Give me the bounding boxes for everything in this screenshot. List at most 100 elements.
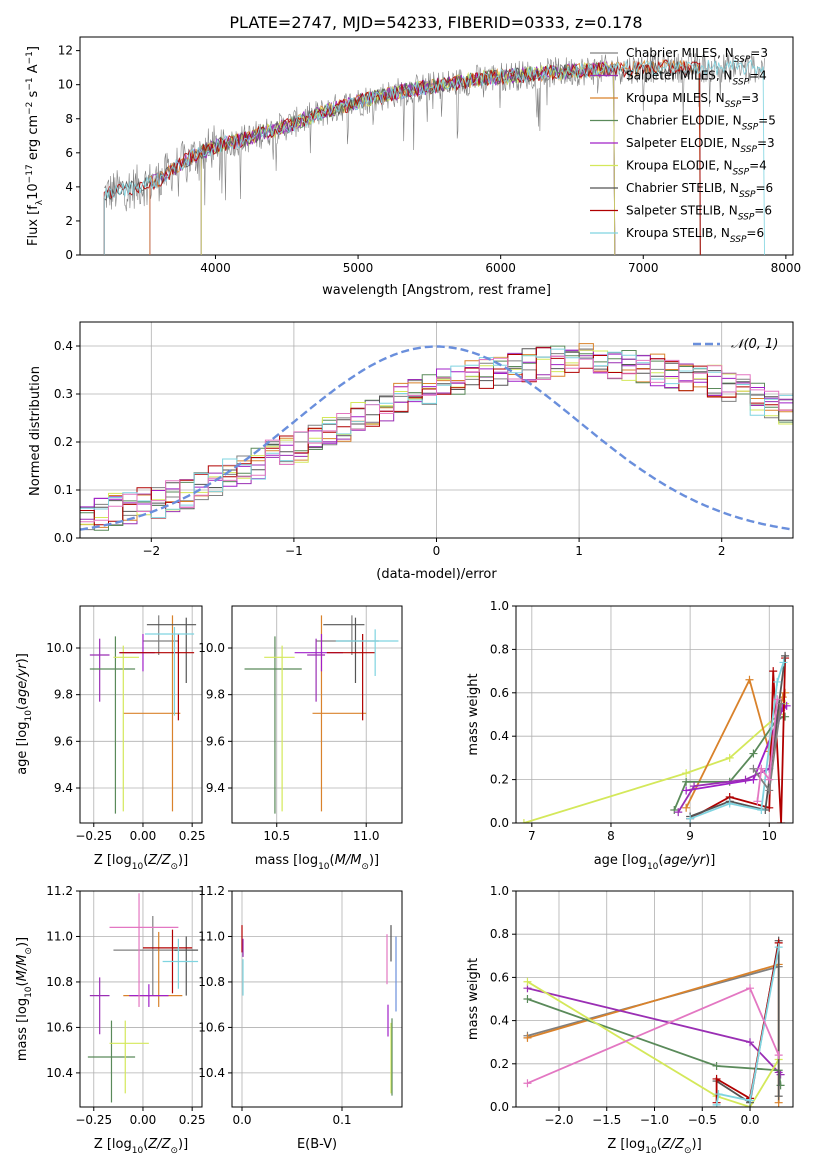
legend-label: Salpeter ELODIE, NSSP=3: [626, 136, 775, 155]
model-spectrum-line: [103, 59, 765, 255]
label-part: 10: [24, 986, 34, 998]
mass-weight-marker: [753, 797, 762, 806]
label-part: E(B-V): [297, 1137, 337, 1152]
figure-title: PLATE=2747, MJD=54233, FIBERID=0333, z=0…: [229, 13, 642, 32]
y-tick-label: 0.8: [490, 642, 509, 656]
mass-weight-marker: [765, 786, 774, 795]
mass-weight-marker: [670, 805, 679, 814]
plot-area: [523, 936, 785, 1107]
mass-weight-marker: [749, 764, 758, 773]
legend-label: Salpeter STELIB, NSSP=6: [626, 204, 772, 223]
y-tick-label: 10.8: [198, 975, 225, 989]
mass-weight-marker: [682, 786, 691, 795]
label-part: 10: [645, 1146, 657, 1156]
y-tick-label: 11.2: [198, 884, 225, 898]
mass-weight-marker: [725, 799, 734, 808]
y-tick-label: 9.8: [54, 688, 73, 702]
y-axis-label: mass [log10(M/M⊙)]: [15, 937, 34, 1061]
y-axis-label: Flux [fλ10−17 erg cm−2 s−1 A−1]: [25, 46, 45, 246]
label-part: ⊙: [24, 947, 34, 955]
label-part: )]: [369, 853, 379, 868]
mass-weight-line: [527, 980, 780, 1107]
y-tick-label: 10.8: [46, 975, 73, 989]
x-axis-label: wavelength [Angstrom, rest frame]: [322, 283, 551, 298]
y-tick-label: 9.6: [54, 734, 73, 748]
mass-weight-marker: [741, 775, 750, 784]
legend-label: Chabrier MILES, NSSP=3: [626, 46, 768, 65]
label-part: SSP: [739, 190, 756, 200]
mass-weight-marker: [690, 782, 699, 791]
y-tick-label: 9.4: [54, 781, 73, 795]
label-part: SSP: [742, 123, 759, 133]
label-part: Flux [f: [26, 205, 41, 246]
label-part: 10: [132, 862, 144, 872]
x-tick-label: 0.00: [130, 829, 157, 843]
y-tick-label: 10.6: [198, 1020, 225, 1034]
axes-frame: [79, 890, 203, 1108]
y-tick-label: 10.6: [46, 1020, 73, 1034]
y-tick-label: 9.6: [206, 734, 225, 748]
y-tick-label: 0.4: [490, 1014, 509, 1028]
axes-frame: [231, 890, 403, 1108]
mass-weight-marker: [746, 1096, 755, 1105]
label-part: ⊙: [170, 1146, 178, 1156]
mass-weight-marker: [769, 667, 778, 676]
label-part: =3: [750, 46, 768, 60]
y-axis-label: mass weight: [466, 673, 481, 755]
axes-frame: [79, 605, 203, 824]
mass-weight-marker: [781, 651, 790, 660]
y-tick-label: 1.0: [490, 884, 509, 898]
x-tick-label: 11.0: [353, 829, 380, 843]
y-tick-label: 0.3: [54, 387, 73, 401]
label-part: SSP: [725, 100, 742, 110]
label-part: s: [26, 90, 41, 101]
panel-spectrum: 4000 5000 6000 7000 8000 0 2 4 6 8 10 12 wavelength …: [25, 36, 801, 298]
label-part: 10: [318, 862, 330, 872]
mass-weight-marker: [773, 695, 782, 704]
y-tick-label: 12: [58, 44, 73, 58]
label-part: erg cm: [26, 115, 41, 164]
label-part: Z/Z: [661, 1137, 685, 1152]
x-tick-label: 5000: [343, 261, 374, 275]
y-tick-label: 6: [65, 146, 73, 160]
label-part: −1: [25, 77, 35, 90]
mass-weight-marker: [781, 712, 790, 721]
y-tick-label: 0.8: [490, 927, 509, 941]
label-part: M/M: [15, 955, 30, 982]
label-part: Salpeter ELODIE, N: [626, 136, 740, 150]
x-tick-label: 0.25: [179, 829, 206, 843]
mass-weight-marker: [779, 658, 788, 667]
legend-label: Chabrier ELODIE, NSSP=5: [626, 114, 776, 133]
x-tick-label: −1: [285, 544, 303, 558]
x-tick-label: −0.5: [688, 1113, 717, 1127]
x-tick-label: 10.5: [263, 829, 290, 843]
mass-weight-marker: [674, 808, 683, 817]
mass-weight-marker: [523, 977, 532, 986]
y-tick-label: 10: [58, 78, 73, 92]
label-part: Salpeter STELIB, N: [626, 204, 738, 218]
legend-label: 𝒩(0, 1): [731, 337, 778, 352]
label-part: ⊙: [684, 1146, 692, 1156]
x-axis-label: age [log10(age/yr)]: [594, 853, 716, 872]
mass-weight-marker: [757, 764, 766, 773]
label-part: age [log: [15, 722, 30, 775]
y-tick-label: 10.4: [46, 1066, 73, 1080]
y-tick-label: 1.0: [490, 599, 509, 613]
plot-area: [80, 343, 793, 531]
x-tick-label: −1.5: [592, 1113, 621, 1127]
mass-weight-line: [716, 940, 780, 1105]
y-tick-label: 0.1: [54, 483, 73, 497]
y-tick-label: 0.6: [490, 970, 509, 984]
label-part: Kroupa ELODIE, N: [626, 159, 733, 173]
y-tick-label: 4: [65, 180, 73, 194]
mass-weight-marker: [523, 995, 532, 1003]
mass-weight-marker: [712, 1100, 721, 1107]
label-part: λ: [35, 199, 45, 205]
mass-weight-marker: [712, 1061, 721, 1070]
panels: 4000 5000 6000 7000 8000024681012wavelength …: [15, 36, 801, 1156]
y-tick-label: 0.0: [54, 531, 73, 545]
x-axis-label: Z [log10(Z/Z⊙)]: [94, 1137, 188, 1156]
x-axis-label: E(B-V): [297, 1137, 337, 1152]
label-part: 10: [647, 862, 659, 872]
